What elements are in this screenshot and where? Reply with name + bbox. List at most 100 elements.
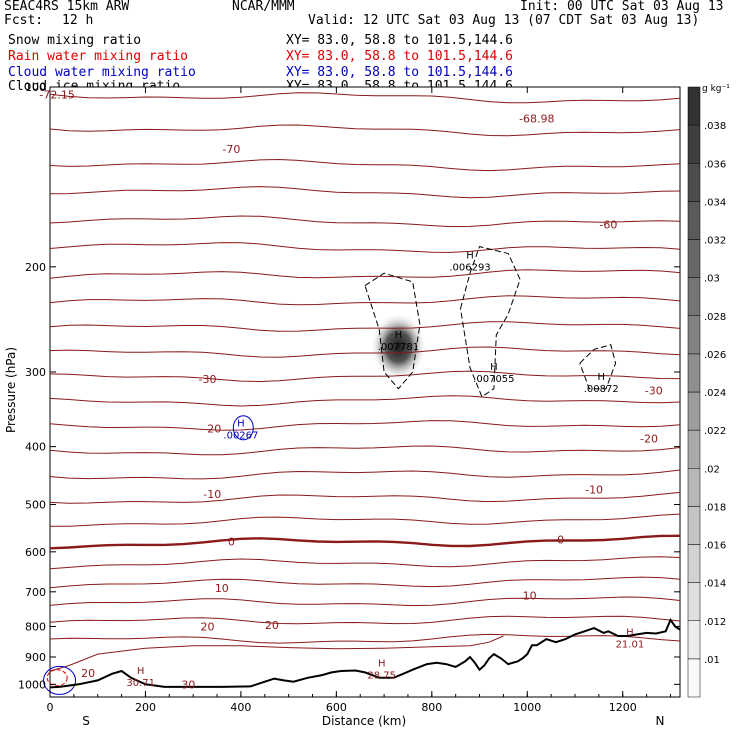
isotherm-label: 20 xyxy=(81,667,95,680)
colorbar-label: .012 xyxy=(704,617,726,628)
plot-area: -72.15-70-68.98-60-30-30-20-20-10 -100 010… xyxy=(18,81,681,714)
extremum-marker: H xyxy=(237,419,245,430)
y-tick-label: 900 xyxy=(25,651,46,664)
isotherm-line xyxy=(49,295,681,306)
field-name-snow: Snow mixing ratio xyxy=(8,33,142,48)
y-tick-label: 400 xyxy=(25,441,46,454)
colorbar-swatch xyxy=(687,315,701,355)
isotherm-line xyxy=(49,269,681,279)
isotherm-line xyxy=(49,346,681,358)
colorbar-label: .018 xyxy=(704,502,726,513)
isotherm-label: -20 xyxy=(203,423,221,436)
extremum-value: .006293 xyxy=(449,262,490,273)
x-tick-label: 400 xyxy=(230,701,251,714)
colorbar-swatch xyxy=(687,201,701,240)
field-name-rain: Rain water mixing ratio xyxy=(8,49,189,64)
isotherm-line xyxy=(49,596,681,607)
colorbar-label: .016 xyxy=(704,541,726,552)
rain-water-contour xyxy=(46,669,68,687)
cloud-ice-contour xyxy=(579,344,617,390)
x-axis-title: Distance (km) xyxy=(322,714,406,728)
org-name: NCAR/MMM xyxy=(232,0,295,14)
isotherm-line xyxy=(49,420,681,431)
plot-frame xyxy=(49,86,681,698)
colorbar-label: .024 xyxy=(704,388,726,399)
isotherm-line xyxy=(49,395,681,407)
x-tick-label: 1200 xyxy=(609,701,637,714)
isotherm-line xyxy=(49,635,504,672)
colorbar-label: .022 xyxy=(704,426,726,437)
colorbar-label: .02 xyxy=(704,464,720,475)
isotherm-line xyxy=(49,124,681,137)
extremum-value: 28.75 xyxy=(367,670,396,681)
field-xy-snow: XY= 83.0, 58.8 to 101.5,144.6 xyxy=(286,33,513,48)
isotherm-label: -30 xyxy=(645,384,663,397)
isotherm-line xyxy=(50,513,681,527)
extremum-marker: H xyxy=(466,250,474,261)
isotherm-line xyxy=(49,615,681,625)
extremum-marker: H xyxy=(597,372,605,383)
isotherm-line xyxy=(49,92,681,104)
extremum-marker: H xyxy=(490,362,498,373)
colorbar-swatch xyxy=(687,277,701,316)
colorbar-label: .01 xyxy=(704,655,720,666)
colorbar-swatch xyxy=(687,124,701,164)
cloud-ice-contour xyxy=(364,272,421,390)
cloud-water-contour xyxy=(232,415,254,441)
y-tick-label: 700 xyxy=(25,586,46,599)
y-tick-label: 1000 xyxy=(18,678,46,691)
colorbar-label: .026 xyxy=(704,350,726,361)
x-axis-end-left: S xyxy=(82,714,90,728)
isotherm-label: -60 xyxy=(599,219,617,232)
extremum-marker: H xyxy=(137,666,145,677)
field-xy-cloud-water: XY= 83.0, 58.8 to 101.5,144.6 xyxy=(286,65,513,80)
forecast-hour: 12 h xyxy=(62,13,94,28)
isotherm-label: 0 xyxy=(228,536,235,549)
colorbar-swatch xyxy=(687,544,701,583)
extremum-value: .00872 xyxy=(584,384,619,395)
extremum-marker: H xyxy=(626,628,634,639)
isotherm-line xyxy=(49,321,681,332)
x-axis-end-right: N xyxy=(656,714,665,728)
isotherm-label: -68.98 xyxy=(519,113,554,126)
colorbar-label: .032 xyxy=(704,236,726,247)
colorbar-label: .036 xyxy=(704,159,726,170)
x-tick-label: 0 xyxy=(47,701,54,714)
isotherm-label: 20 xyxy=(201,620,215,633)
x-tick-label: 600 xyxy=(326,701,347,714)
y-tick-label: 600 xyxy=(25,546,46,559)
isotherm-label: 0 xyxy=(557,533,564,546)
colorbar-swatch xyxy=(687,163,701,202)
extremum-value: 30.71 xyxy=(126,678,155,689)
isotherm-label: -10 xyxy=(585,484,603,497)
isotherm-line xyxy=(49,633,681,644)
y-tick-label: 500 xyxy=(25,499,46,512)
colorbar-swatch xyxy=(687,506,701,545)
field-name-cloud-water: Cloud water mixing ratio xyxy=(8,65,196,80)
field-xy-rain: XY= 83.0, 58.8 to 101.5,144.6 xyxy=(286,49,513,64)
colorbar-unit: g kg⁻¹ xyxy=(702,84,730,94)
isotherm-line xyxy=(49,534,681,550)
x-tick-label: 1000 xyxy=(513,701,541,714)
isotherm-line xyxy=(49,215,681,228)
extremum-value: 21.01 xyxy=(616,640,645,651)
extremum-marker: H xyxy=(378,658,386,669)
y-tick-label: 300 xyxy=(25,366,46,379)
cloud-water-contour xyxy=(43,665,77,695)
x-tick-label: 200 xyxy=(135,701,156,714)
model-name: SEAC4RS 15km ARW xyxy=(4,0,130,14)
isotherm-label: -10 xyxy=(203,488,221,501)
y-tick-label: 100 xyxy=(25,81,46,94)
isotherm-label: 10 xyxy=(523,589,537,602)
colorbar-label: .014 xyxy=(704,579,726,590)
colorbar-label: .038 xyxy=(704,121,726,132)
isotherm-line xyxy=(49,445,681,456)
isotherm-label: -72.15 xyxy=(39,89,74,102)
extremum-marker: H xyxy=(395,330,403,341)
isotherm-line xyxy=(49,576,681,589)
colorbar-label: .03 xyxy=(704,274,720,285)
isotherm-line xyxy=(49,469,681,480)
isotherm-line xyxy=(49,556,681,570)
isotherm-label: 10 xyxy=(215,582,229,595)
